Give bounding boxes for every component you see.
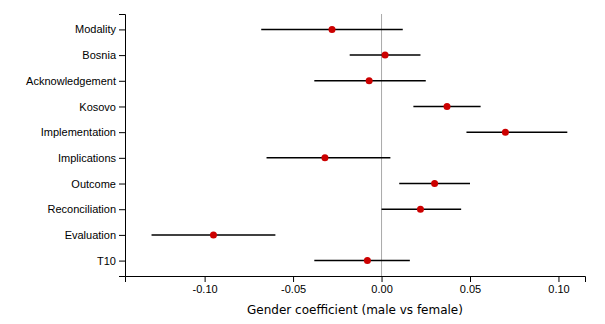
x-tick-label: -0.10 [193,283,218,295]
marks [152,14,568,276]
x-axis: -0.10 -0.05 0.00 0.05 0.10 [126,276,586,295]
y-tick-mark [119,106,125,107]
x-tick-mark [470,276,471,282]
x-tick: -0.10 [193,276,218,295]
y-tick-mark [119,132,125,133]
y-tick-label: Modality [75,23,116,35]
y-tick-mark [119,209,125,210]
x-tick: -0.05 [281,276,306,295]
x-tick-label: 0.05 [460,283,481,295]
x-tick-mark [558,276,559,282]
confidence-interval [314,260,410,262]
point-estimate [431,180,438,187]
point-estimate [364,257,371,264]
y-tick-label: Evaluation [65,229,116,241]
x-tick-label: 0.10 [548,283,569,295]
x-tick: 0.10 [548,276,569,295]
confidence-interval [466,131,567,133]
y-axis: Modality Bosnia Acknowledgement Kosovo Imple… [26,15,125,277]
y-tick: Bosnia [82,49,125,61]
x-tick-label: -0.05 [281,283,306,295]
reference-line [381,14,382,276]
y-tick-mark [119,29,125,30]
x-tick-label: 0.00 [371,283,392,295]
y-tick: Kosovo [79,100,125,112]
point-estimate [502,129,509,136]
y-tick-label: Implications [58,152,117,164]
y-tick-mark [119,235,125,236]
point-estimate [366,77,373,84]
point-estimate [321,154,328,161]
x-axis-title: Gender coefficient (male vs female) [247,303,463,317]
y-tick: Reconciliation [48,203,125,215]
y-axis-line [119,15,126,277]
y-tick: Implications [58,152,125,164]
x-axis-line [126,277,586,283]
y-tick-mark [119,158,125,159]
y-tick: Modality [75,23,125,35]
point-estimate [444,103,451,110]
confidence-interval [267,157,391,159]
y-tick: Evaluation [65,229,125,241]
point-estimate [210,231,217,238]
y-tick: Outcome [71,178,125,190]
x-tick-mark [205,276,206,282]
y-tick-label: T10 [97,255,116,267]
y-tick-mark [119,184,125,185]
chart: -0.10 -0.05 0.00 0.05 0.10 Modality Bosnia Ackn… [0,0,605,324]
point-estimate [382,52,389,59]
y-tick-mark [119,261,125,262]
y-tick-label: Reconciliation [48,203,116,215]
y-tick-label: Kosovo [79,100,116,112]
y-tick-label: Bosnia [82,49,117,61]
y-tick: Acknowledgement [26,75,125,87]
x-tick-mark [293,276,294,282]
y-tick: T10 [97,255,125,267]
y-tick: Implementation [41,126,125,138]
x-tick-mark [382,276,383,282]
plot: -0.10 -0.05 0.00 0.05 0.10 Modality Bosnia Ackn… [26,14,585,317]
y-tick-mark [119,81,125,82]
point-estimate [329,26,336,33]
point-estimate [417,206,424,213]
y-tick-label: Implementation [41,126,116,138]
y-tick-label: Outcome [71,178,116,190]
x-tick: 0.05 [460,276,481,295]
y-tick-mark [119,55,125,56]
y-tick-label: Acknowledgement [26,75,116,87]
x-tick: 0.00 [371,276,392,295]
